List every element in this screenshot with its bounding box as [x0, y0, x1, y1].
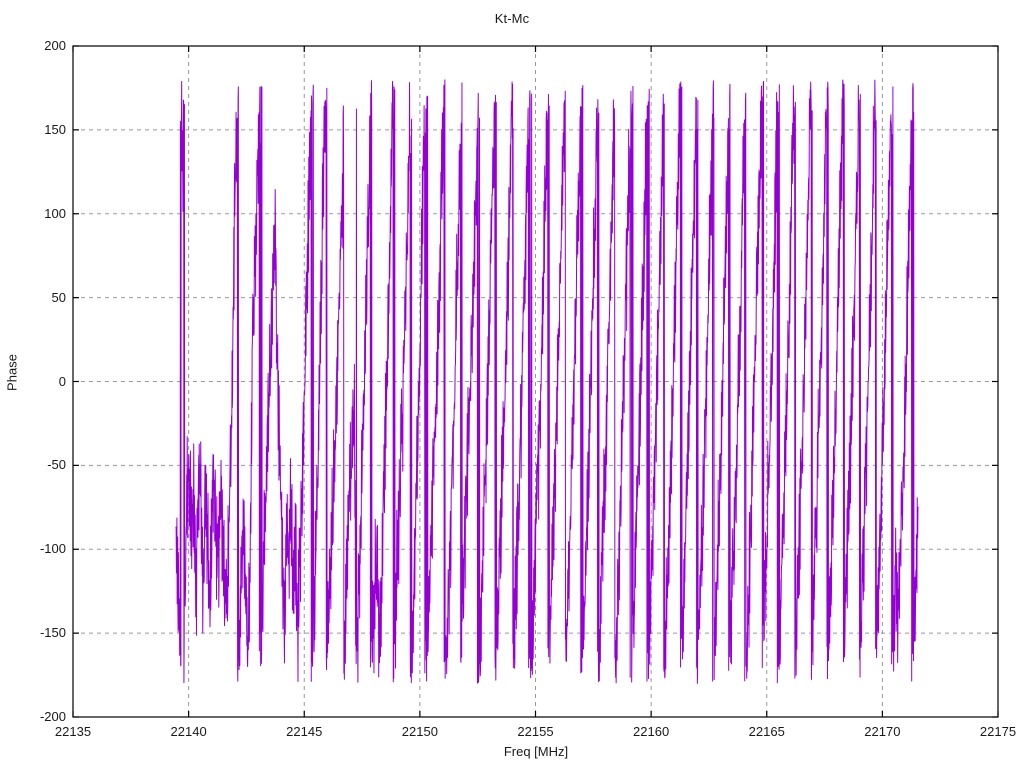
x-tick-label: 22140 — [170, 724, 207, 739]
y-tick-label: -50 — [47, 457, 66, 473]
x-tick-label: 22175 — [979, 724, 1017, 739]
y-axis-tick-labels: -200 -150 -100 -50 0 50 100 150 200 — [0, 0, 66, 768]
chart-title: Kt-Mc — [494, 11, 530, 26]
plot-frame — [72, 45, 999, 718]
y-tick-label: -150 — [39, 625, 66, 641]
y-tick-label: -100 — [39, 541, 66, 557]
y-tick-label: 100 — [44, 205, 66, 221]
x-axis-label: Freq [MHz] — [503, 744, 569, 759]
x-tick-label: 22135 — [54, 724, 92, 739]
data-series-layer — [175, 79, 919, 684]
x-tick-label: 22165 — [748, 724, 785, 739]
y-axis-label: Phase — [4, 354, 20, 391]
y-tick-label: 50 — [51, 289, 66, 305]
y-tick-label: 200 — [44, 38, 66, 53]
x-tick-label: 22155 — [517, 724, 554, 739]
y-tick-label: 150 — [44, 121, 66, 137]
x-tick-label: 22145 — [286, 724, 323, 739]
y-tick-label: 0 — [58, 373, 66, 389]
x-tick-label: 22170 — [864, 724, 901, 739]
phase-trace — [175, 79, 919, 684]
x-tick-label: 22150 — [401, 724, 438, 739]
x-tick-label: 22160 — [633, 724, 670, 739]
y-tick-label: -200 — [39, 709, 66, 724]
